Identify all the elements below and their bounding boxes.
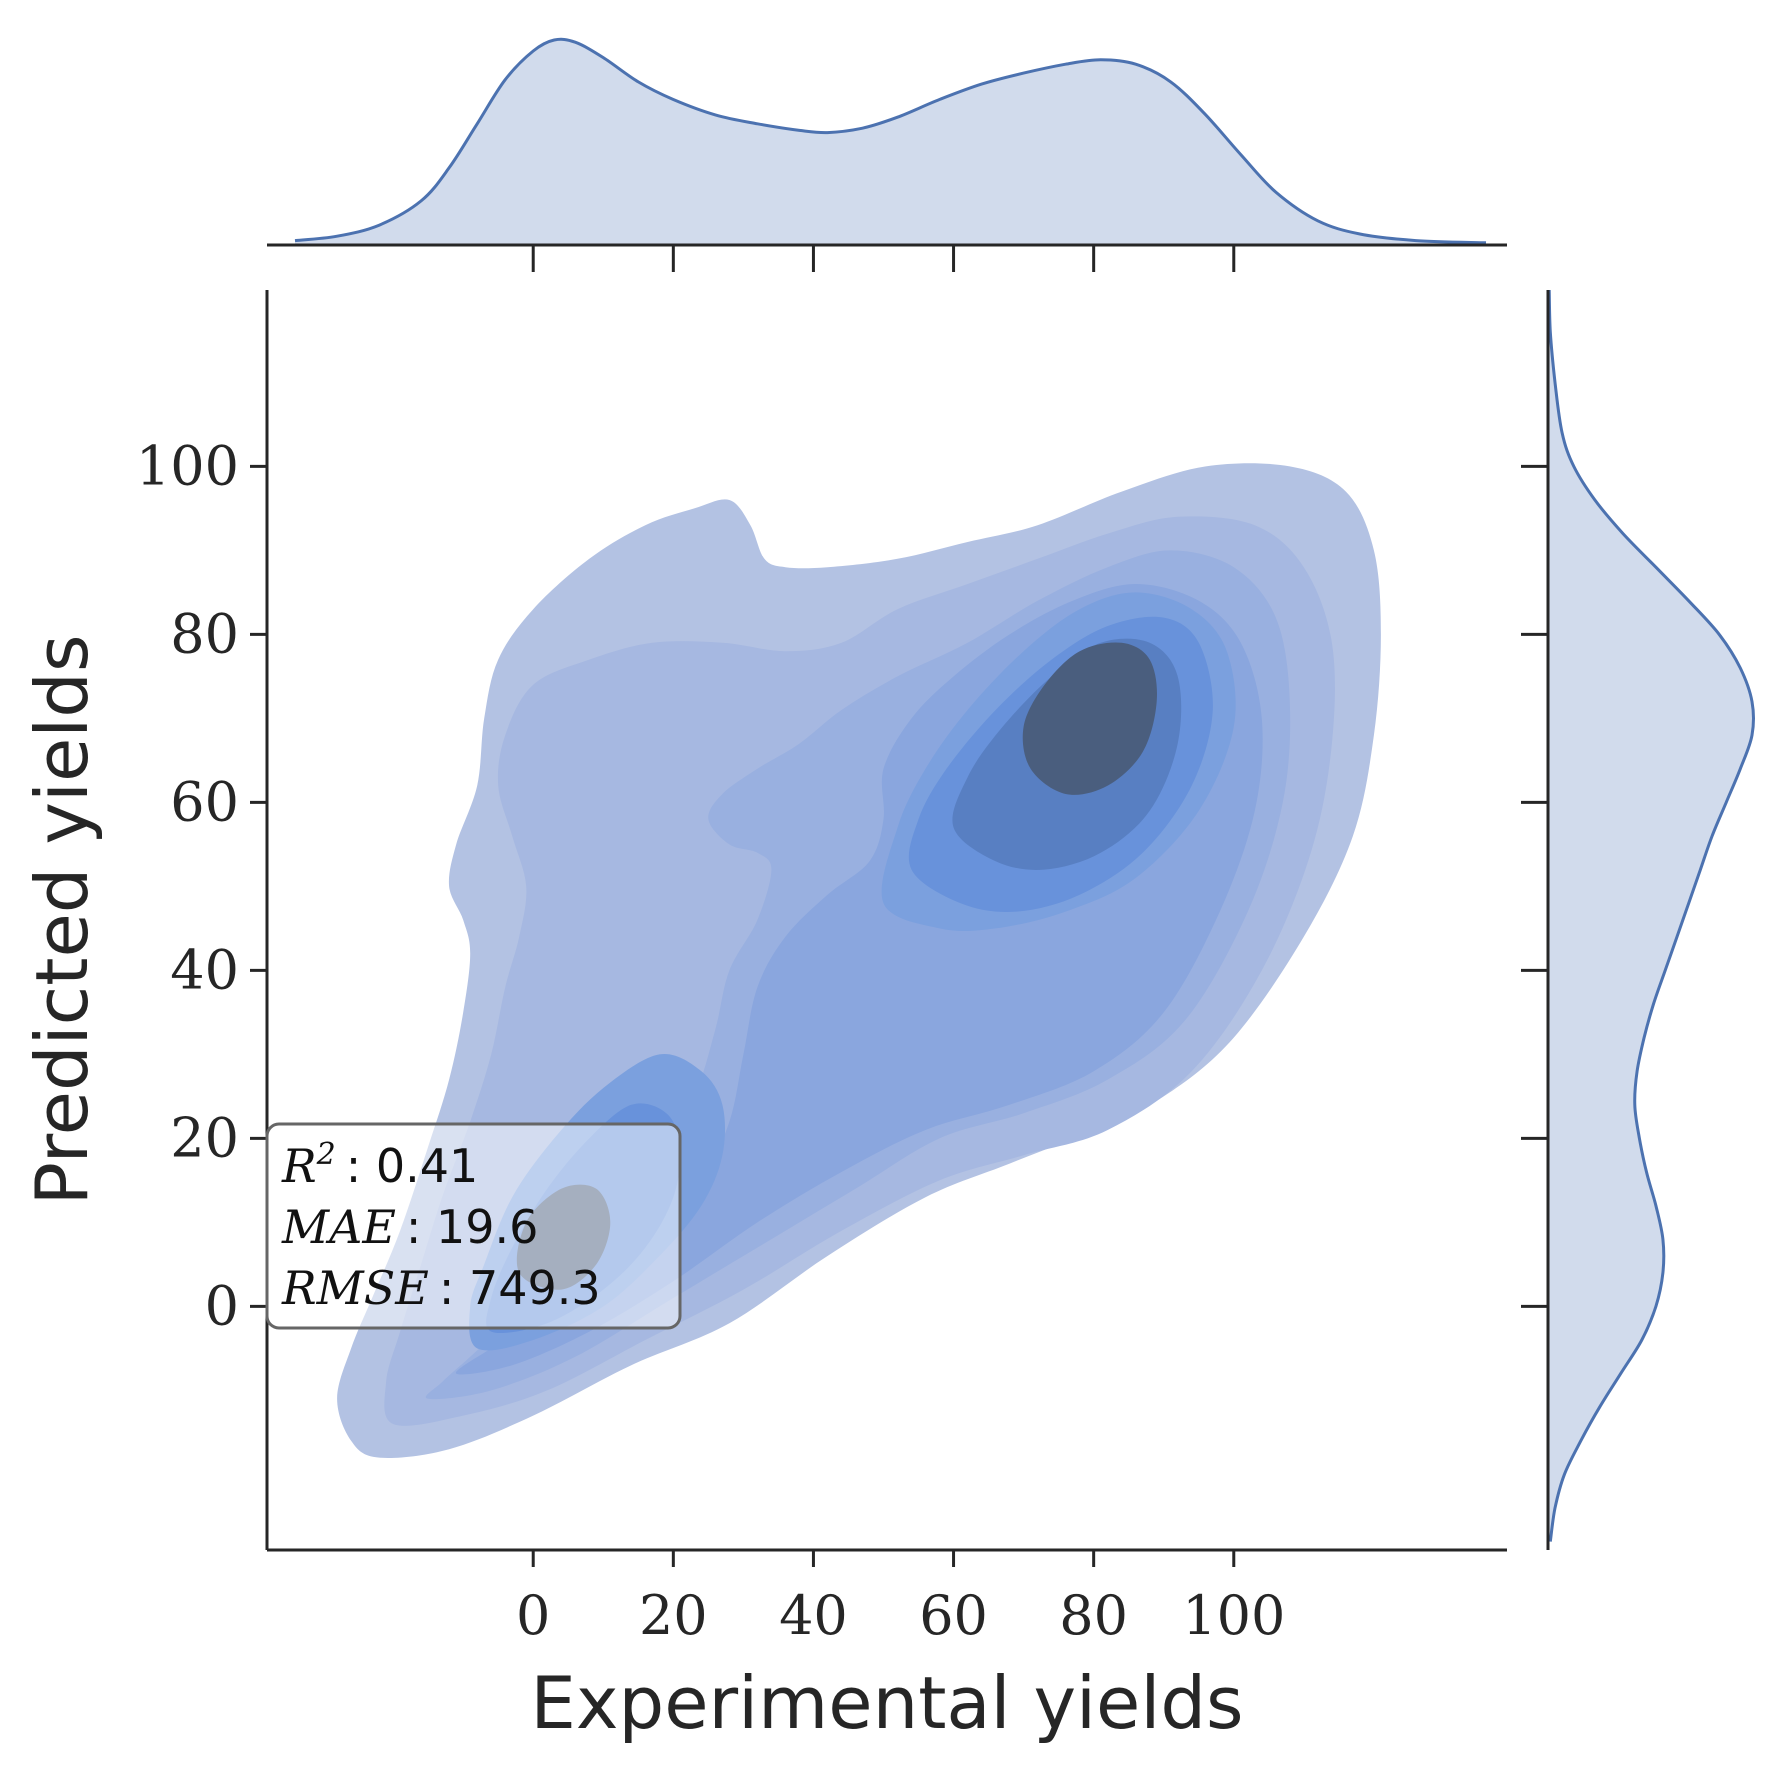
kde-contour-level-8-9 <box>1022 642 1158 795</box>
y-marginal-fill <box>1548 290 1754 1542</box>
metrics-annotation-box: R2 : 0.41 MAE: 19.6 RMSE: 749.3 <box>265 1122 682 1330</box>
axes <box>265 290 1507 1552</box>
r2-superscript: 2 <box>316 1137 336 1172</box>
metrics-box-frame <box>265 1122 682 1330</box>
y-tick-label-0: 0 <box>205 1274 239 1337</box>
y-marginal-kde <box>1546 289 1755 1550</box>
r2-key: R <box>281 1139 317 1193</box>
r2-stat: R2 : 0.41 <box>281 1137 478 1193</box>
x-tick-label-0: 0 <box>516 1584 550 1647</box>
rmse-value: : 749.3 <box>439 1261 601 1315</box>
y-axis-ticks: 0 20 40 60 80 100 <box>136 434 1548 1337</box>
mae-key: MAE <box>281 1200 396 1254</box>
x-marginal-curve <box>294 37 1487 245</box>
y-tick-label-80: 80 <box>170 602 239 665</box>
y-tick-label-20: 20 <box>170 1106 239 1169</box>
x-tick-label-20: 20 <box>639 1584 708 1647</box>
x-tick-label-40: 40 <box>779 1584 848 1647</box>
x-tick-label-60: 60 <box>919 1584 988 1647</box>
y-tick-label-100: 100 <box>136 434 239 497</box>
mae-value: : 19.6 <box>406 1200 539 1254</box>
x-marginal-kde <box>267 37 1507 247</box>
y-marginal-curve <box>1547 289 1755 1542</box>
x-axis-ticks: 0 20 40 60 80 100 <box>516 245 1285 1647</box>
x-tick-label-100: 100 <box>1182 1584 1285 1647</box>
rmse-key: RMSE <box>281 1261 429 1315</box>
mae-stat: MAE: 19.6 <box>281 1200 538 1254</box>
x-axis-label: Experimental yields <box>530 1661 1243 1745</box>
rmse-stat: RMSE: 749.3 <box>281 1261 601 1315</box>
x-marginal-fill <box>295 39 1486 245</box>
y-axis-label: Predicted yields <box>20 634 104 1205</box>
r2-value: : 0.41 <box>346 1139 479 1193</box>
x-tick-label-80: 80 <box>1059 1584 1128 1647</box>
y-tick-label-60: 60 <box>170 770 239 833</box>
y-tick-label-40: 40 <box>170 938 239 1001</box>
